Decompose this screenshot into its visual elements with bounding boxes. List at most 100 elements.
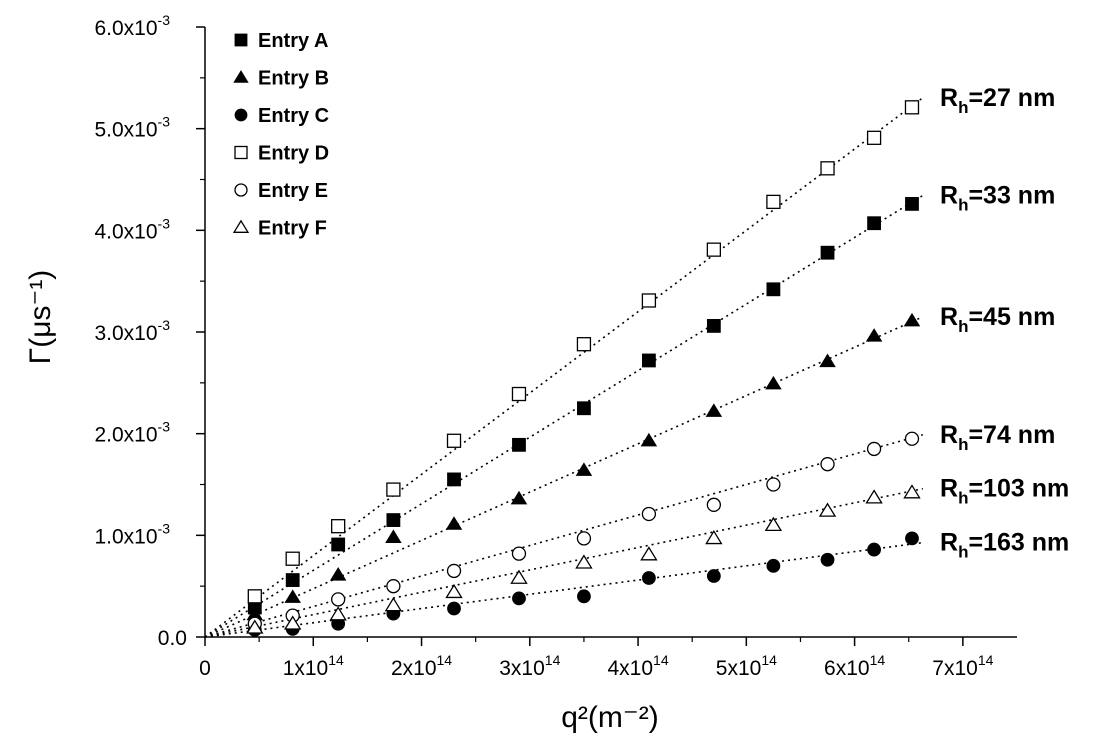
data-point [705, 529, 723, 545]
y-tick-label: 0.0 [158, 627, 187, 650]
data-point [903, 312, 921, 327]
legend-marker [234, 183, 248, 197]
data-point [329, 606, 347, 621]
data-point [384, 597, 403, 612]
data-point [511, 386, 527, 402]
x-tick-label: 6x1014 [824, 652, 885, 680]
data-point [284, 589, 301, 603]
fit-label: Rh=45 nm [940, 303, 1055, 336]
data-point [331, 592, 346, 607]
data-point [512, 437, 526, 452]
data-point [577, 401, 591, 416]
data-point [283, 615, 302, 630]
axes [196, 26, 1017, 646]
data-point [640, 546, 658, 561]
x-axis-label: q²(m⁻²) [561, 701, 658, 734]
data-point [445, 516, 463, 530]
data-point [246, 619, 264, 634]
y-axis-label: Γ(μs⁻¹) [24, 270, 57, 365]
legend-label: Entry C [258, 105, 329, 127]
fit-line [204, 434, 924, 638]
data-point [247, 589, 262, 604]
fit-line [204, 194, 924, 638]
data-point [766, 282, 781, 297]
data-point [445, 583, 463, 599]
fit-line [204, 487, 923, 638]
data-point [820, 457, 835, 472]
data-point [510, 490, 528, 505]
data-point [706, 318, 721, 333]
data-point [764, 516, 783, 532]
data-point [819, 353, 836, 368]
data-point [641, 353, 656, 368]
fit-label: Rh=74 nm [940, 421, 1055, 454]
fit-label: Rh=27 nm [940, 84, 1055, 117]
data-point [331, 537, 346, 552]
data-point [386, 513, 401, 527]
y-tick-label: 5.0x10-3 [94, 114, 170, 142]
y-tick-label: 6.0x10-3 [94, 12, 170, 40]
data-point [386, 482, 401, 497]
data-point [285, 551, 300, 566]
data-point [905, 196, 919, 211]
data-point [641, 506, 657, 522]
data-point [820, 245, 835, 260]
data-point [641, 571, 656, 585]
data-point [510, 569, 528, 584]
data-point [865, 489, 883, 504]
fit-line [204, 541, 923, 638]
x-tick-label: 7x1014 [932, 652, 993, 680]
y-tick-label: 1.0x10-3 [94, 520, 170, 548]
data-point [446, 433, 462, 448]
data-point [706, 569, 721, 583]
data-point [447, 472, 461, 487]
y-tick-label: 3.0x10-3 [94, 317, 170, 345]
data-point [285, 573, 300, 587]
data-point [329, 567, 347, 581]
data-point [641, 293, 657, 308]
data-point [385, 529, 402, 543]
legend-marker [234, 33, 248, 47]
data-point [447, 601, 461, 616]
data-point [818, 502, 837, 517]
legend-label: Entry F [258, 218, 327, 240]
fit-label: Rh=103 nm [940, 475, 1069, 508]
y-tick-label: 2.0x10-3 [94, 419, 170, 447]
x-tick-label: 2x1014 [391, 652, 452, 680]
data-point [905, 531, 919, 546]
data-point [765, 375, 782, 390]
data-point [705, 403, 723, 417]
legend-marker [234, 145, 248, 160]
y-tick-label: 4.0x10-3 [94, 215, 170, 243]
data-point [820, 552, 835, 567]
legend-label: Entry E [258, 180, 328, 202]
legend-label: Entry B [258, 68, 329, 90]
data-point [903, 484, 921, 499]
data-point [766, 558, 781, 573]
x-tick-label: 1x1014 [283, 652, 344, 680]
x-tick-label: 3x1014 [499, 652, 560, 680]
data-point [904, 431, 920, 446]
data-point [866, 441, 882, 457]
fit-line [204, 316, 924, 638]
data-point [386, 579, 401, 594]
data-point [706, 242, 722, 257]
data-point [766, 194, 781, 210]
data-point [576, 337, 592, 352]
data-point [820, 161, 835, 176]
data-point [866, 130, 882, 145]
fit-labels: Rh=27 nm Rh=33 nm Rh=45 nm Rh=74 nm Rh=103 n… [940, 84, 1069, 562]
data-point [331, 519, 346, 534]
x-tick-label: 0 [199, 657, 211, 680]
legend-label: Entry A [258, 30, 328, 52]
data-points [246, 100, 921, 637]
legend-marker [232, 219, 250, 233]
data-point [446, 563, 462, 579]
data-point [576, 531, 592, 546]
data-point [575, 462, 593, 476]
data-point [865, 328, 883, 342]
x-tick-label: 5x1014 [716, 652, 777, 680]
legend-label: Entry D [258, 143, 329, 165]
legend-marker [233, 70, 249, 83]
